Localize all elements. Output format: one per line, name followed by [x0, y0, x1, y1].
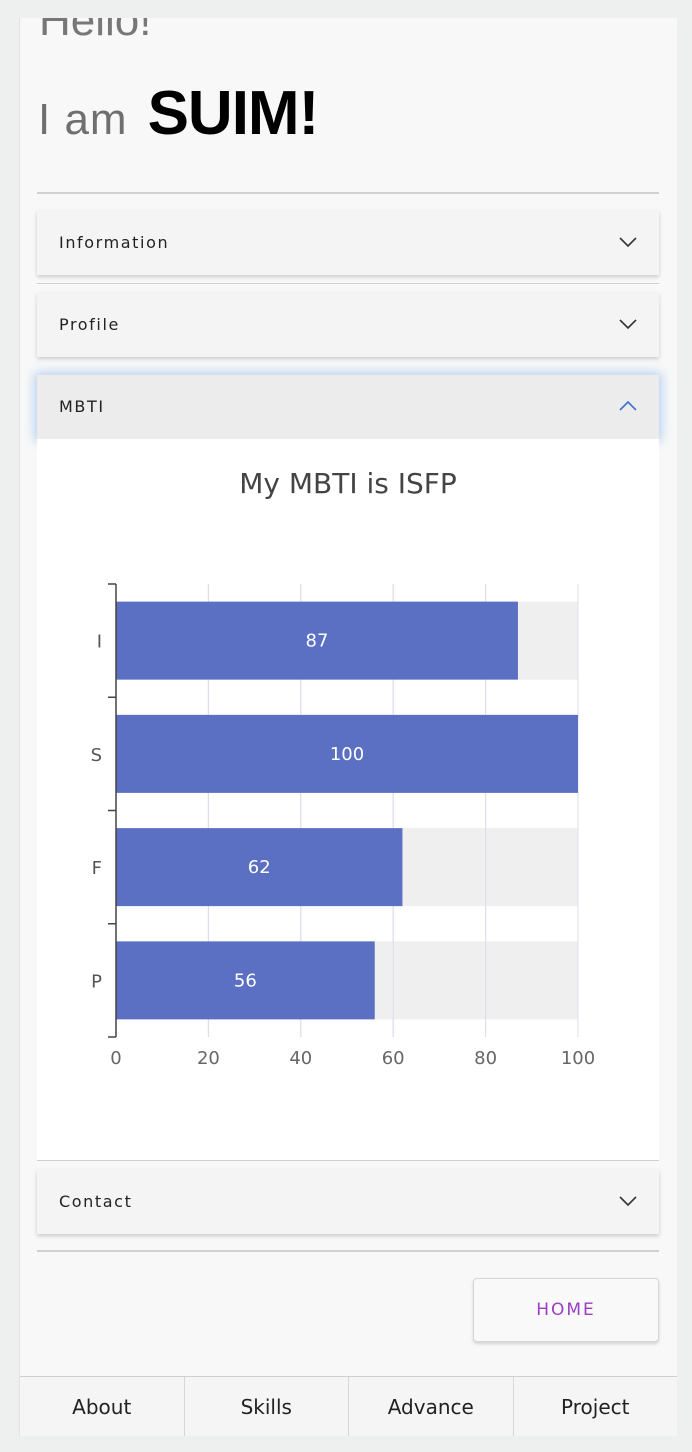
divider	[37, 283, 659, 284]
intro-prefix: I am	[38, 95, 128, 144]
divider	[37, 1160, 659, 1161]
page: Hello! I am SUIM! Information Profile MBT…	[19, 18, 677, 1436]
bottom-tab-bar: About Skills Advance Project	[20, 1376, 677, 1436]
accordion-information[interactable]: Information	[37, 211, 659, 275]
x-tick-label: 0	[110, 1048, 121, 1069]
x-tick-label: 60	[382, 1048, 405, 1069]
bar-I	[116, 601, 518, 680]
data-label: 62	[248, 857, 271, 878]
chevron-down-icon	[619, 319, 637, 330]
data-label: 100	[330, 744, 364, 765]
chevron-down-icon	[619, 237, 637, 248]
x-tick-label: 80	[474, 1048, 497, 1069]
intro-name: SUIM!	[147, 79, 320, 148]
bar-S	[116, 714, 578, 793]
x-tick-label: 40	[289, 1048, 312, 1069]
accordion-label: Contact	[59, 1192, 133, 1211]
hello-heading: Hello!	[39, 18, 152, 45]
category-label: I	[97, 632, 102, 653]
accordion-profile[interactable]: Profile	[37, 293, 659, 357]
tab-advance[interactable]: Advance	[349, 1377, 514, 1436]
divider-top	[37, 192, 659, 194]
category-label: S	[91, 745, 102, 766]
chevron-down-icon	[619, 1196, 637, 1207]
category-label: F	[92, 858, 102, 879]
tab-about[interactable]: About	[20, 1377, 185, 1436]
tab-project[interactable]: Project	[561, 1395, 630, 1419]
data-label: 56	[234, 970, 257, 991]
accordion-label: Profile	[59, 315, 120, 334]
x-tick-label: 100	[561, 1048, 595, 1069]
data-label: 87	[306, 631, 329, 652]
accordion-label: Information	[59, 233, 170, 252]
category-label: P	[91, 971, 102, 992]
mbti-chart: 87 I 100 S 62 F 56 P 0 20 40 60 80 100	[91, 583, 595, 1069]
intro-heading: I am SUIM!	[38, 78, 320, 149]
accordion-contact[interactable]: Contact	[37, 1170, 659, 1234]
x-tick-label: 20	[197, 1048, 220, 1069]
chart-title: My MBTI is ISFP	[239, 467, 457, 500]
chevron-up-icon	[619, 400, 637, 411]
accordion-label: MBTI	[59, 397, 105, 416]
divider-bottom	[37, 1250, 659, 1252]
bar-P	[116, 941, 375, 1020]
tab-skills[interactable]: Skills	[185, 1377, 349, 1436]
accordion-mbti[interactable]: MBTI	[37, 375, 659, 439]
mbti-panel: My MBTI is ISFP 87 I 100 S 62 F 56 P 0 20 40 60 80 10…	[37, 439, 659, 1161]
bar-F	[116, 828, 403, 907]
home-button[interactable]: HOME	[473, 1278, 659, 1342]
